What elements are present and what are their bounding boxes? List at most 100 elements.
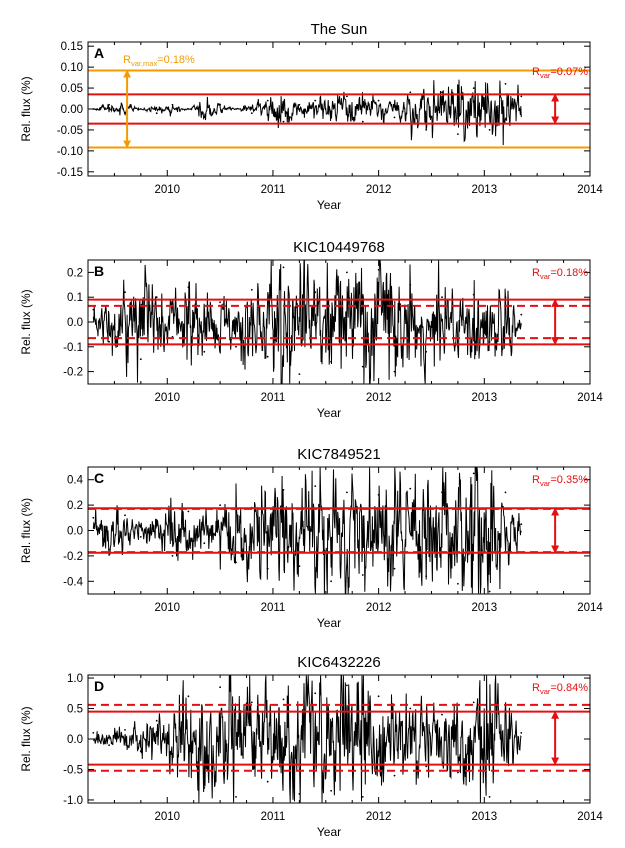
flux-data-point (171, 103, 174, 106)
flux-data-point (393, 116, 396, 119)
x-tick-label: 2010 (154, 184, 180, 196)
flux-data-point (203, 786, 206, 789)
flux-data-point (124, 291, 126, 294)
flux-data-points (92, 684, 523, 798)
flux-data-point (282, 698, 285, 701)
y-tick-label: 0.2 (67, 267, 83, 279)
flux-data-point (203, 542, 206, 545)
x-tick-label: 2013 (472, 184, 498, 196)
flux-data-point (425, 575, 428, 578)
y-tick-label: 0.00 (61, 104, 83, 116)
y-axis-label: Rel. flux (%) (19, 76, 33, 141)
variability-annotation: Rvar,max=0.18% (123, 54, 195, 68)
flux-data-point (441, 91, 443, 94)
flux-data-point (346, 684, 348, 687)
flux-data-point (330, 360, 332, 363)
panel-letter: A (94, 45, 104, 61)
flux-data-point (124, 729, 126, 731)
flux-data-point (314, 291, 317, 294)
annotation-value: =0.84% (550, 682, 588, 694)
annotation-value: =0.18% (550, 267, 588, 279)
panel-c: KIC7849521 2010 2011 2012 2013 2014 -0.4 -0.2 0.… (19, 446, 603, 630)
x-tick-label: 2014 (577, 392, 603, 404)
flux-data-point (219, 504, 222, 506)
x-tick-label: 2010 (154, 811, 180, 823)
flux-data-point (155, 112, 158, 115)
flux-data-points (92, 83, 523, 136)
flux-data-point (393, 567, 396, 570)
panel-a: The Sun 2010 2011 2012 2013 2014 -0.15 -0.10 -0.… (19, 21, 603, 212)
annotation-symbol: R (532, 682, 540, 694)
flux-data-point (457, 582, 459, 585)
variability-annotation: Rvar=0.35% (532, 474, 588, 488)
flux-data-point (377, 269, 380, 271)
flux-data-point (330, 116, 332, 119)
y-tick-label: -1.0 (63, 795, 83, 807)
annotation-symbol: R (532, 474, 540, 486)
flux-series-line (92, 260, 522, 384)
flux-data-point (393, 774, 396, 777)
annotation-symbol: R (532, 66, 540, 78)
y-tick-label: -0.2 (63, 367, 83, 379)
annotation-subscript: var (540, 687, 551, 696)
annotation-value: =0.18% (157, 54, 195, 66)
flux-data-point (361, 574, 364, 576)
chart-title: The Sun (311, 21, 368, 38)
flux-data-point (250, 701, 253, 704)
flux-data-point (92, 732, 95, 734)
y-tick-label: 0.0 (67, 317, 83, 329)
flux-data-point (187, 510, 190, 513)
flux-data-point (139, 108, 142, 110)
flux-data-point (472, 701, 475, 704)
flux-data-point (409, 487, 412, 490)
flux-data-point (266, 780, 269, 783)
flux-data-point (235, 561, 237, 564)
flux-data-point (361, 796, 364, 798)
flux-data-point (520, 313, 523, 316)
flux-data-point (409, 283, 412, 286)
flux-data-point (425, 765, 428, 768)
x-tick-label: 2013 (472, 392, 498, 404)
flux-data-point (155, 296, 158, 299)
flux-data-point (282, 489, 285, 491)
chart-title: KIC6432226 (297, 654, 380, 671)
flux-data-point (472, 87, 475, 89)
chart-title: KIC7849521 (297, 446, 380, 463)
flux-series-line (92, 675, 522, 803)
flux-data-point (92, 308, 95, 311)
flux-data-point (441, 491, 443, 494)
flux-data-point (282, 120, 285, 123)
y-tick-label: -0.2 (63, 551, 83, 563)
flux-data-point (520, 523, 523, 525)
annotation-symbol: R (532, 267, 540, 279)
x-tick-label: 2012 (366, 602, 392, 614)
x-tick-label: 2014 (577, 602, 603, 614)
flux-data-point (330, 789, 332, 792)
flux-data-point (409, 707, 412, 710)
panel-b: KIC10449768 2010 2011 2012 2013 2014 -0.2 -0.1 0… (19, 239, 603, 420)
flux-data-points (92, 266, 523, 375)
panel-letter: D (94, 678, 104, 694)
flux-data-points (92, 472, 523, 593)
flux-data-point (393, 370, 396, 373)
flux-data-point (250, 288, 253, 291)
x-axis-label: Year (317, 616, 341, 630)
flux-data-point (266, 567, 269, 570)
flux-data-point (298, 793, 301, 795)
y-tick-label: 0.1 (67, 292, 83, 304)
flux-data-point (282, 266, 285, 269)
y-axis-label: Rel. flux (%) (19, 706, 33, 771)
y-axis-label: Rel. flux (%) (19, 498, 33, 563)
y-tick-label: 1.0 (67, 673, 83, 685)
y-tick-label: 0.0 (67, 734, 83, 746)
flux-data-point (266, 99, 269, 102)
y-tick-label: -0.1 (63, 342, 83, 354)
x-tick-label: 2014 (577, 811, 603, 823)
flux-data-point (346, 271, 348, 274)
flux-data-point (108, 744, 110, 746)
y-tick-label: -0.15 (57, 167, 83, 179)
y-tick-label: 0.05 (61, 83, 83, 95)
flux-data-point (314, 99, 317, 102)
chart-title: KIC10449768 (293, 239, 385, 256)
panel-letter: C (94, 470, 104, 486)
